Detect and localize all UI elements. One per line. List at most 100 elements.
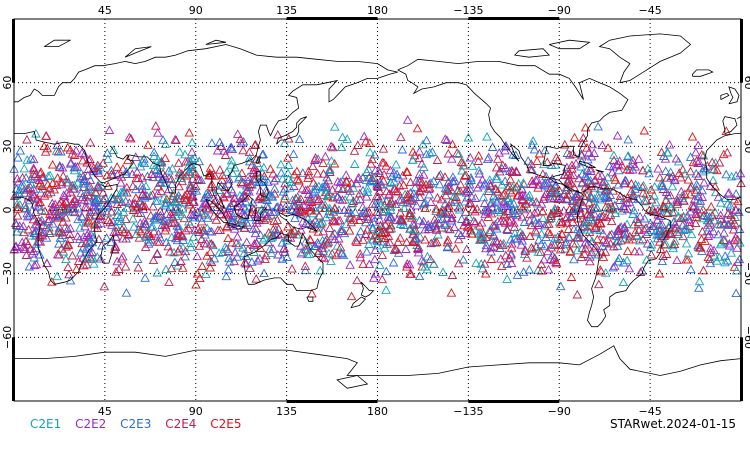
observation-triangle [519, 217, 530, 226]
lon-tick-top: −135 [453, 4, 483, 17]
observation-triangle [287, 263, 297, 273]
observation-triangle [83, 215, 94, 225]
observation-triangle [425, 254, 436, 263]
observation-triangle [411, 233, 422, 243]
observation-triangle [458, 157, 468, 167]
observation-triangle [238, 136, 249, 146]
top-edge-bar-1 [468, 17, 560, 20]
observation-triangle [564, 204, 575, 213]
observation-triangle [83, 184, 94, 194]
observation-triangle [546, 242, 557, 252]
observation-triangle [710, 181, 720, 191]
observation-triangle [235, 134, 246, 144]
observation-triangle [259, 215, 270, 224]
observation-triangle [32, 194, 43, 203]
observation-triangle [566, 211, 576, 221]
observation-triangle [474, 220, 485, 230]
observation-triangle [731, 288, 741, 298]
observation-triangle [186, 238, 196, 247]
observation-triangle [420, 203, 430, 213]
observation-triangle [128, 213, 138, 223]
observation-triangle [503, 193, 514, 202]
observation-triangle [479, 198, 490, 207]
observation-triangle [240, 203, 251, 213]
observation-triangle [32, 172, 43, 182]
observation-triangle [81, 259, 92, 269]
top-edge-bar-0 [286, 17, 378, 20]
observation-triangle [576, 161, 586, 171]
observation-triangle [268, 230, 278, 239]
observation-triangle [325, 167, 335, 176]
observation-triangle [173, 190, 184, 200]
observation-triangle [413, 243, 423, 252]
observation-triangle [729, 235, 740, 245]
observation-triangle [142, 171, 153, 181]
observation-triangle [283, 160, 294, 169]
observation-triangle [65, 275, 76, 285]
observation-triangle [56, 211, 66, 221]
observation-triangle [44, 226, 55, 235]
observation-triangle [584, 147, 594, 157]
observation-triangle [387, 199, 397, 209]
observation-triangle [22, 211, 33, 221]
observation-triangle [540, 145, 550, 155]
observation-triangle [21, 172, 31, 182]
observation-triangle [263, 227, 274, 237]
observation-triangle [424, 189, 434, 199]
observation-triangle [676, 186, 687, 196]
observation-triangle [337, 132, 348, 142]
observation-triangle [506, 249, 516, 258]
observation-triangle [586, 181, 597, 191]
observation-triangle [205, 262, 215, 272]
observation-triangle [117, 224, 127, 234]
observation-triangle [152, 249, 162, 258]
observation-triangle [557, 229, 567, 239]
observation-triangle [26, 153, 36, 163]
observation-triangle [474, 165, 484, 175]
observation-triangle [383, 231, 394, 240]
observation-triangle [119, 227, 130, 236]
observation-triangle [251, 238, 262, 247]
observation-triangle [456, 230, 466, 240]
observation-triangle [485, 178, 495, 188]
observation-triangle [286, 177, 296, 186]
observation-triangle [160, 200, 171, 210]
observation-triangle [135, 218, 146, 227]
observation-triangle [424, 222, 434, 232]
observation-triangle [689, 194, 700, 204]
observation-triangle [482, 131, 492, 141]
observation-triangle [90, 201, 100, 211]
observation-triangle [181, 170, 192, 180]
observation-triangle [279, 193, 290, 203]
observation-triangle [13, 152, 23, 162]
observation-triangle [201, 269, 211, 278]
observation-triangle [589, 148, 599, 157]
observation-triangle [411, 176, 422, 185]
observation-triangle [167, 179, 177, 189]
observation-triangle [81, 216, 91, 226]
observation-triangle [684, 214, 694, 224]
observation-triangle [303, 166, 314, 176]
observation-triangle [662, 204, 672, 213]
observation-triangle [549, 185, 560, 195]
observation-triangle [215, 165, 225, 174]
observation-triangle [204, 170, 215, 180]
observation-triangle [718, 149, 729, 159]
observation-triangle [663, 148, 673, 157]
observation-triangle [226, 142, 237, 152]
observation-triangle [395, 207, 406, 217]
observation-triangle [553, 194, 564, 203]
observation-triangle [391, 186, 401, 195]
observation-triangle [87, 247, 97, 256]
observation-triangle [31, 259, 42, 269]
observation-triangle [407, 196, 417, 205]
observation-triangle [362, 206, 372, 216]
observation-triangle [319, 253, 330, 263]
observation-triangle [54, 239, 64, 248]
observation-triangle [525, 231, 535, 241]
observation-triangle [66, 157, 76, 167]
observation-triangle [313, 194, 324, 204]
observation-triangle [153, 128, 163, 137]
lon-tick-bottom: 135 [276, 405, 297, 418]
observation-triangle [83, 218, 93, 227]
